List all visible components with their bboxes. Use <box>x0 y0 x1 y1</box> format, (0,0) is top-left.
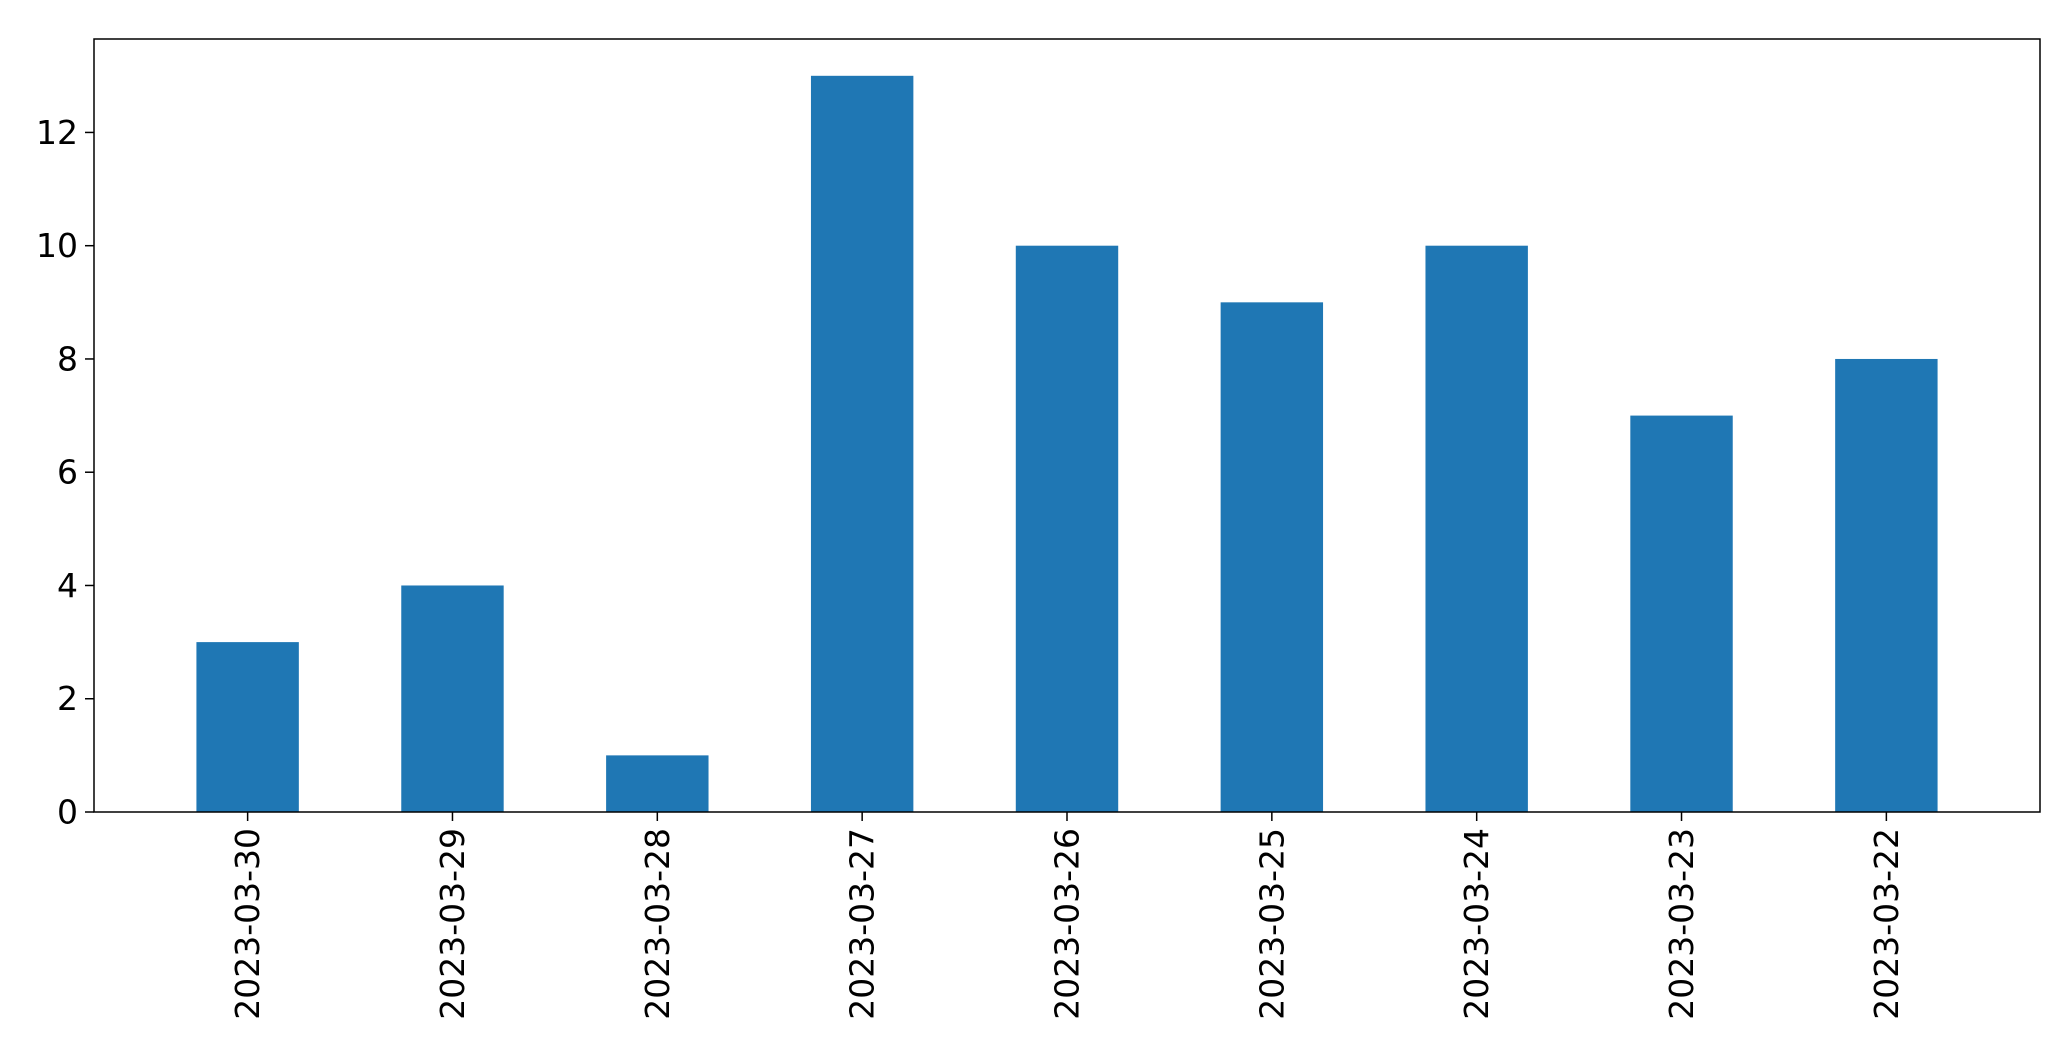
x-tick-label-2023-03-26: 2023-03-26 <box>1048 828 1087 1020</box>
y-tick-label: 8 <box>57 339 78 378</box>
bar-2023-03-25 <box>1220 302 1324 812</box>
x-tick-label-2023-03-29: 2023-03-29 <box>433 828 472 1020</box>
plot-frame <box>93 38 2041 813</box>
bar-2023-03-26 <box>1015 245 1119 812</box>
bar-2023-03-29 <box>401 585 504 812</box>
bars-layer <box>196 75 1938 812</box>
y-tick-label: 12 <box>36 113 78 152</box>
bar-2023-03-27 <box>810 75 914 812</box>
bar-2023-03-23 <box>1630 415 1733 812</box>
y-tick-label: 0 <box>57 793 78 832</box>
bar-2023-03-30 <box>196 642 299 812</box>
y-tick-label: 10 <box>36 226 78 265</box>
x-tick-label-2023-03-22: 2023-03-22 <box>1867 828 1906 1020</box>
x-tick-label-2023-03-28: 2023-03-28 <box>638 828 677 1020</box>
y-tick-label: 2 <box>57 679 78 718</box>
x-tick-label-2023-03-25: 2023-03-25 <box>1252 828 1291 1020</box>
y-axis: 0 2 4 6 8 10 12 <box>36 113 94 832</box>
x-tick-label-2023-03-27: 2023-03-27 <box>843 828 882 1020</box>
y-tick-label: 4 <box>57 566 78 605</box>
bar-2023-03-22 <box>1835 358 1938 812</box>
x-tick-label-2023-03-30: 2023-03-30 <box>228 828 267 1020</box>
bar-2023-03-24 <box>1425 245 1528 812</box>
x-tick-label-2023-03-24: 2023-03-24 <box>1457 828 1496 1020</box>
x-axis: 2023-03-30 2023-03-29 2023-03-28 2023-03-27… <box>228 812 1906 1020</box>
bar-2023-03-28 <box>606 755 709 812</box>
y-tick-label: 6 <box>57 453 78 492</box>
x-tick-label-2023-03-23: 2023-03-23 <box>1662 828 1701 1020</box>
